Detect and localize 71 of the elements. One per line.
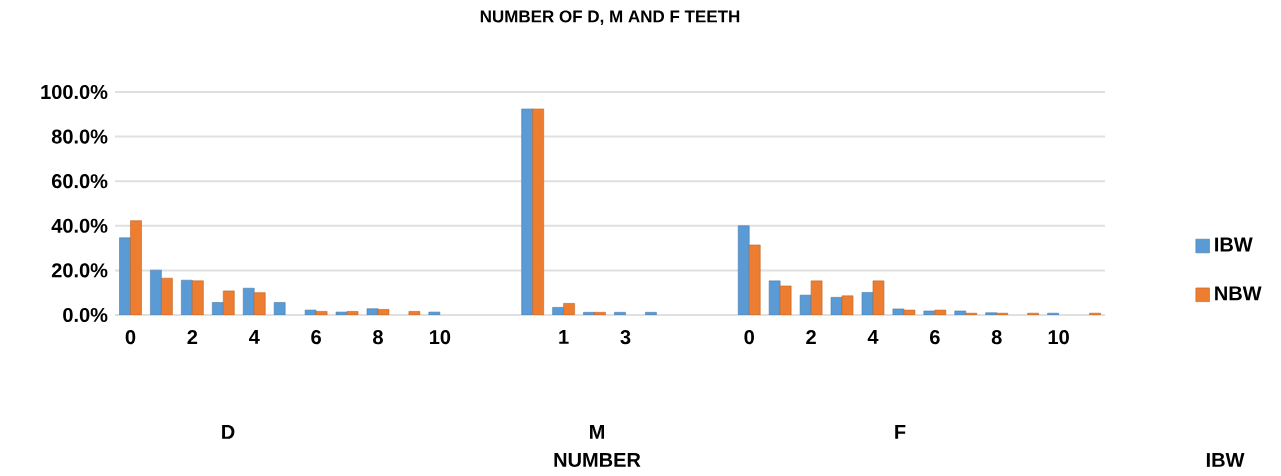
bar [810, 280, 823, 315]
bar [861, 292, 874, 315]
bar [150, 269, 162, 315]
x-tick-label: 3 [620, 330, 631, 345]
bar [223, 290, 235, 315]
bar [779, 285, 792, 315]
bar [552, 307, 564, 315]
x-tick-label: 8 [373, 330, 383, 345]
bar [645, 312, 657, 315]
bar [335, 311, 348, 315]
bar [583, 312, 595, 315]
bar [211, 302, 224, 315]
bar [428, 311, 441, 315]
text: M [590, 425, 605, 439]
y-tick-label: 0.0% [63, 307, 108, 323]
bar [408, 311, 421, 315]
bar [130, 220, 142, 315]
bar [903, 309, 916, 315]
y-tick-label: 40.0% [51, 218, 108, 233]
text: IBW [1206, 453, 1245, 467]
bar [315, 311, 328, 315]
x-tick-label: 1 [559, 330, 569, 344]
bar [841, 295, 854, 315]
bar [594, 312, 606, 315]
bar [923, 310, 936, 315]
bar [366, 308, 379, 315]
bar [304, 309, 317, 315]
bar [563, 303, 575, 315]
bar [119, 237, 131, 315]
text: F [895, 425, 906, 439]
y-tick-label: 80.0% [51, 129, 108, 144]
bar [273, 302, 286, 315]
bar [377, 309, 390, 315]
bar [346, 311, 359, 315]
bar [985, 312, 998, 315]
bar [954, 310, 967, 315]
x-tick-label: 2 [806, 330, 816, 345]
chart-title: NUMBER OF D, M AND F TEETH [480, 10, 740, 25]
bar [737, 225, 750, 315]
x-tick-label: 0 [744, 330, 754, 345]
x-tick-label: 8 [991, 330, 1002, 345]
bar [872, 280, 885, 315]
x-tick-label: 10 [429, 330, 451, 345]
bar [748, 244, 761, 315]
bar [253, 292, 266, 315]
bar [830, 297, 843, 315]
x-tick-label: 6 [311, 330, 321, 345]
bar [181, 279, 193, 315]
y-tick-label: 20.0% [51, 263, 108, 278]
bar [532, 108, 544, 315]
text: D [222, 425, 235, 439]
bar [799, 294, 812, 315]
bar [521, 108, 533, 315]
x-tick-label: 0 [125, 330, 136, 345]
legend-label: NBW [1215, 286, 1262, 301]
x-tick-label: 4 [867, 330, 879, 344]
y-tick-label: 100.0% [41, 84, 108, 100]
bar [161, 277, 173, 315]
bar [242, 287, 255, 315]
bar [934, 309, 947, 315]
x-tick-label: 6 [930, 330, 940, 345]
x-tick-label: 2 [187, 330, 198, 345]
y-tick-label: 60.0% [51, 174, 108, 189]
bar [192, 280, 204, 315]
bar [892, 308, 905, 315]
x-tick-label: 10 [1048, 330, 1069, 345]
bar [768, 280, 781, 315]
legend-label: IBW [1215, 237, 1253, 252]
text: NUMBER [554, 453, 641, 467]
bar [614, 312, 626, 315]
x-tick-label: 4 [248, 330, 260, 344]
